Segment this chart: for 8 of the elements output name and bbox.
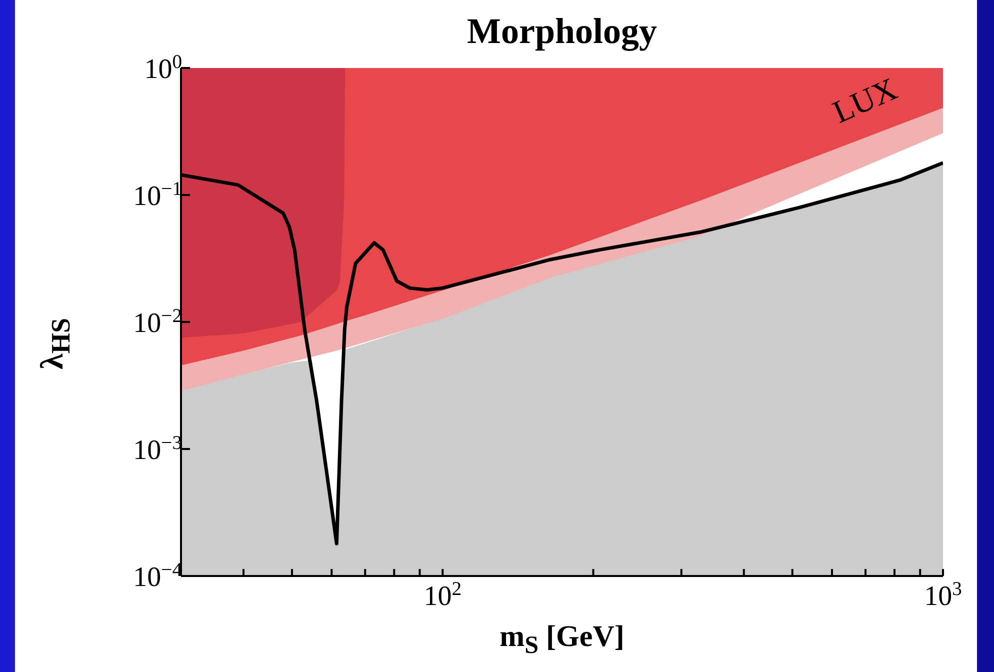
x-tick-label: 10$^{3}$: [924, 578, 962, 612]
x-axis-title: m$_{S}$ [GeV]: [498, 620, 626, 660]
chart-title: Morphology: [466, 10, 658, 52]
y-tick-label: 10$^{−4}$: [133, 560, 182, 593]
annotation: LUX: [827, 70, 902, 131]
y-tick-label: 10$^{0}$: [144, 52, 182, 85]
y-tick-label: 10$^{−1}$: [133, 178, 182, 212]
x-tick-label: 10$^{2}$: [424, 578, 462, 612]
